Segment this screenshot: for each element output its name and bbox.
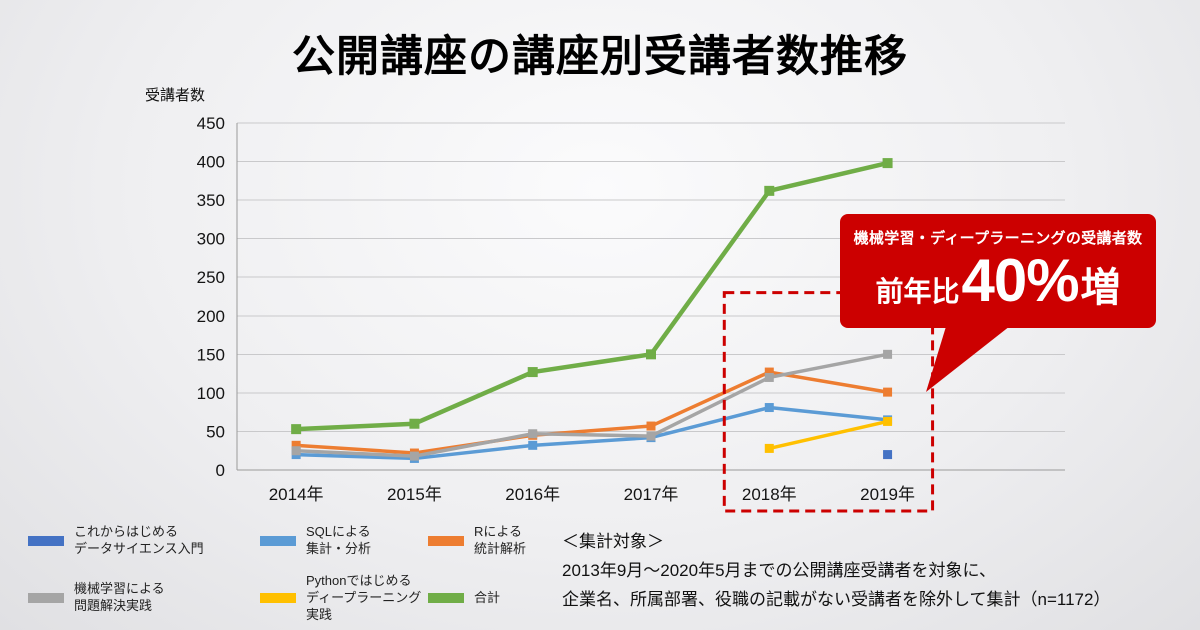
data-point-marker (646, 349, 656, 360)
legend-item: SQLによる 集計・分析 (260, 524, 428, 558)
legend-swatch-icon (28, 535, 64, 546)
series-line (296, 160, 889, 432)
y-tick-label: 250 (197, 268, 225, 287)
footnote-heading: ＜集計対象＞ (562, 532, 664, 551)
callout-bubble: 機械学習・ディープラーニングの受講者数 前年比 40% 増 (840, 214, 1156, 328)
legend-swatch-icon (428, 535, 464, 546)
callout-value: 40% (961, 247, 1079, 314)
x-tick-label: 2018年 (742, 485, 797, 504)
data-point-marker (883, 416, 893, 426)
legend-item: Pythonではじめる ディープラーニング実践 (260, 573, 428, 624)
callout-prefix: 前年比 (875, 276, 960, 307)
series-line (296, 370, 888, 455)
legend-swatch-icon (428, 593, 464, 604)
data-point-marker (291, 424, 302, 435)
y-tick-label: 150 (197, 345, 225, 364)
data-point-marker (528, 429, 538, 439)
data-point-marker (527, 367, 538, 378)
x-tick-label: 2014年 (269, 485, 324, 504)
data-point-marker (764, 372, 774, 382)
callout-main: 前年比 40% 増 (840, 249, 1156, 312)
y-tick-label: 450 (197, 114, 225, 133)
y-tick-label: 300 (197, 230, 225, 249)
x-tick-label: 2016年 (505, 485, 560, 504)
y-tick-label: 200 (197, 307, 225, 326)
legend-item: 機械学習による 問題解決実践 (28, 573, 260, 624)
legend-swatch-icon (260, 593, 296, 604)
x-tick-label: 2019年 (860, 485, 915, 504)
legend-swatch-icon (28, 593, 64, 604)
x-tick-label: 2015年 (387, 485, 442, 504)
data-point-marker (646, 421, 656, 431)
legend-label: SQLによる 集計・分析 (306, 524, 372, 556)
chart-title: 公開講座の講座別受講者数推移 (292, 33, 908, 81)
data-point-marker (883, 450, 893, 460)
data-point-marker (764, 443, 774, 453)
y-tick-label: 50 (206, 422, 225, 441)
data-point-marker (882, 158, 893, 169)
legend-label: 合計 (474, 589, 501, 605)
y-tick-label: 350 (197, 191, 225, 210)
y-axis-title: 受講者数 (145, 87, 206, 104)
series-line (768, 419, 888, 451)
x-tick-label: 2017年 (624, 485, 679, 504)
highlight-box (722, 291, 935, 513)
data-point-marker (409, 451, 419, 461)
legend-label: Rによる 統計解析 (474, 524, 527, 556)
data-point-marker (883, 387, 893, 397)
data-point-marker (764, 185, 775, 196)
legend-label: これからはじめる データサイエンス入門 (74, 524, 204, 556)
data-point-marker (291, 440, 301, 450)
data-point-marker (764, 367, 774, 377)
data-point-marker (409, 418, 420, 429)
data-point-marker (764, 403, 774, 413)
callout-suffix: 増 (1080, 266, 1121, 310)
legend-item: Rによる 統計解析 (428, 524, 526, 558)
data-point-marker (646, 431, 656, 441)
data-point-marker (528, 440, 538, 450)
legend-label: Pythonではじめる ディープラーニング実践 (306, 572, 422, 622)
callout-label: 機械学習・ディープラーニングの受講者数 (853, 230, 1143, 247)
legend-item: 合計 (428, 573, 526, 624)
y-tick-label: 100 (197, 384, 225, 403)
data-point-marker (883, 349, 893, 359)
data-point-marker (291, 446, 301, 456)
legend-swatch-icon (260, 535, 296, 546)
y-tick-label: 400 (197, 153, 225, 172)
y-tick-label: 0 (216, 461, 225, 480)
footnote: ＜集計対象＞ 2013年9月〜2020年5月までの公開講座受講者を対象に、 企業… (562, 527, 1110, 615)
footnote-line: 企業名、所属部署、役職の記載がない受講者を除外して集計（n=1172） (562, 590, 1111, 610)
series-line (296, 405, 888, 461)
chart-legend: これからはじめる データサイエンス入門 SQLによる 集計・分析 Rによる 統計解析機械学… (28, 524, 526, 623)
legend-item: これからはじめる データサイエンス入門 (28, 524, 260, 558)
legend-label: 機械学習による 問題解決実践 (74, 581, 165, 614)
footnote-line: 2013年9月〜2020年5月までの公開講座受講者を対象に、 (562, 561, 997, 581)
series-line (296, 352, 888, 458)
